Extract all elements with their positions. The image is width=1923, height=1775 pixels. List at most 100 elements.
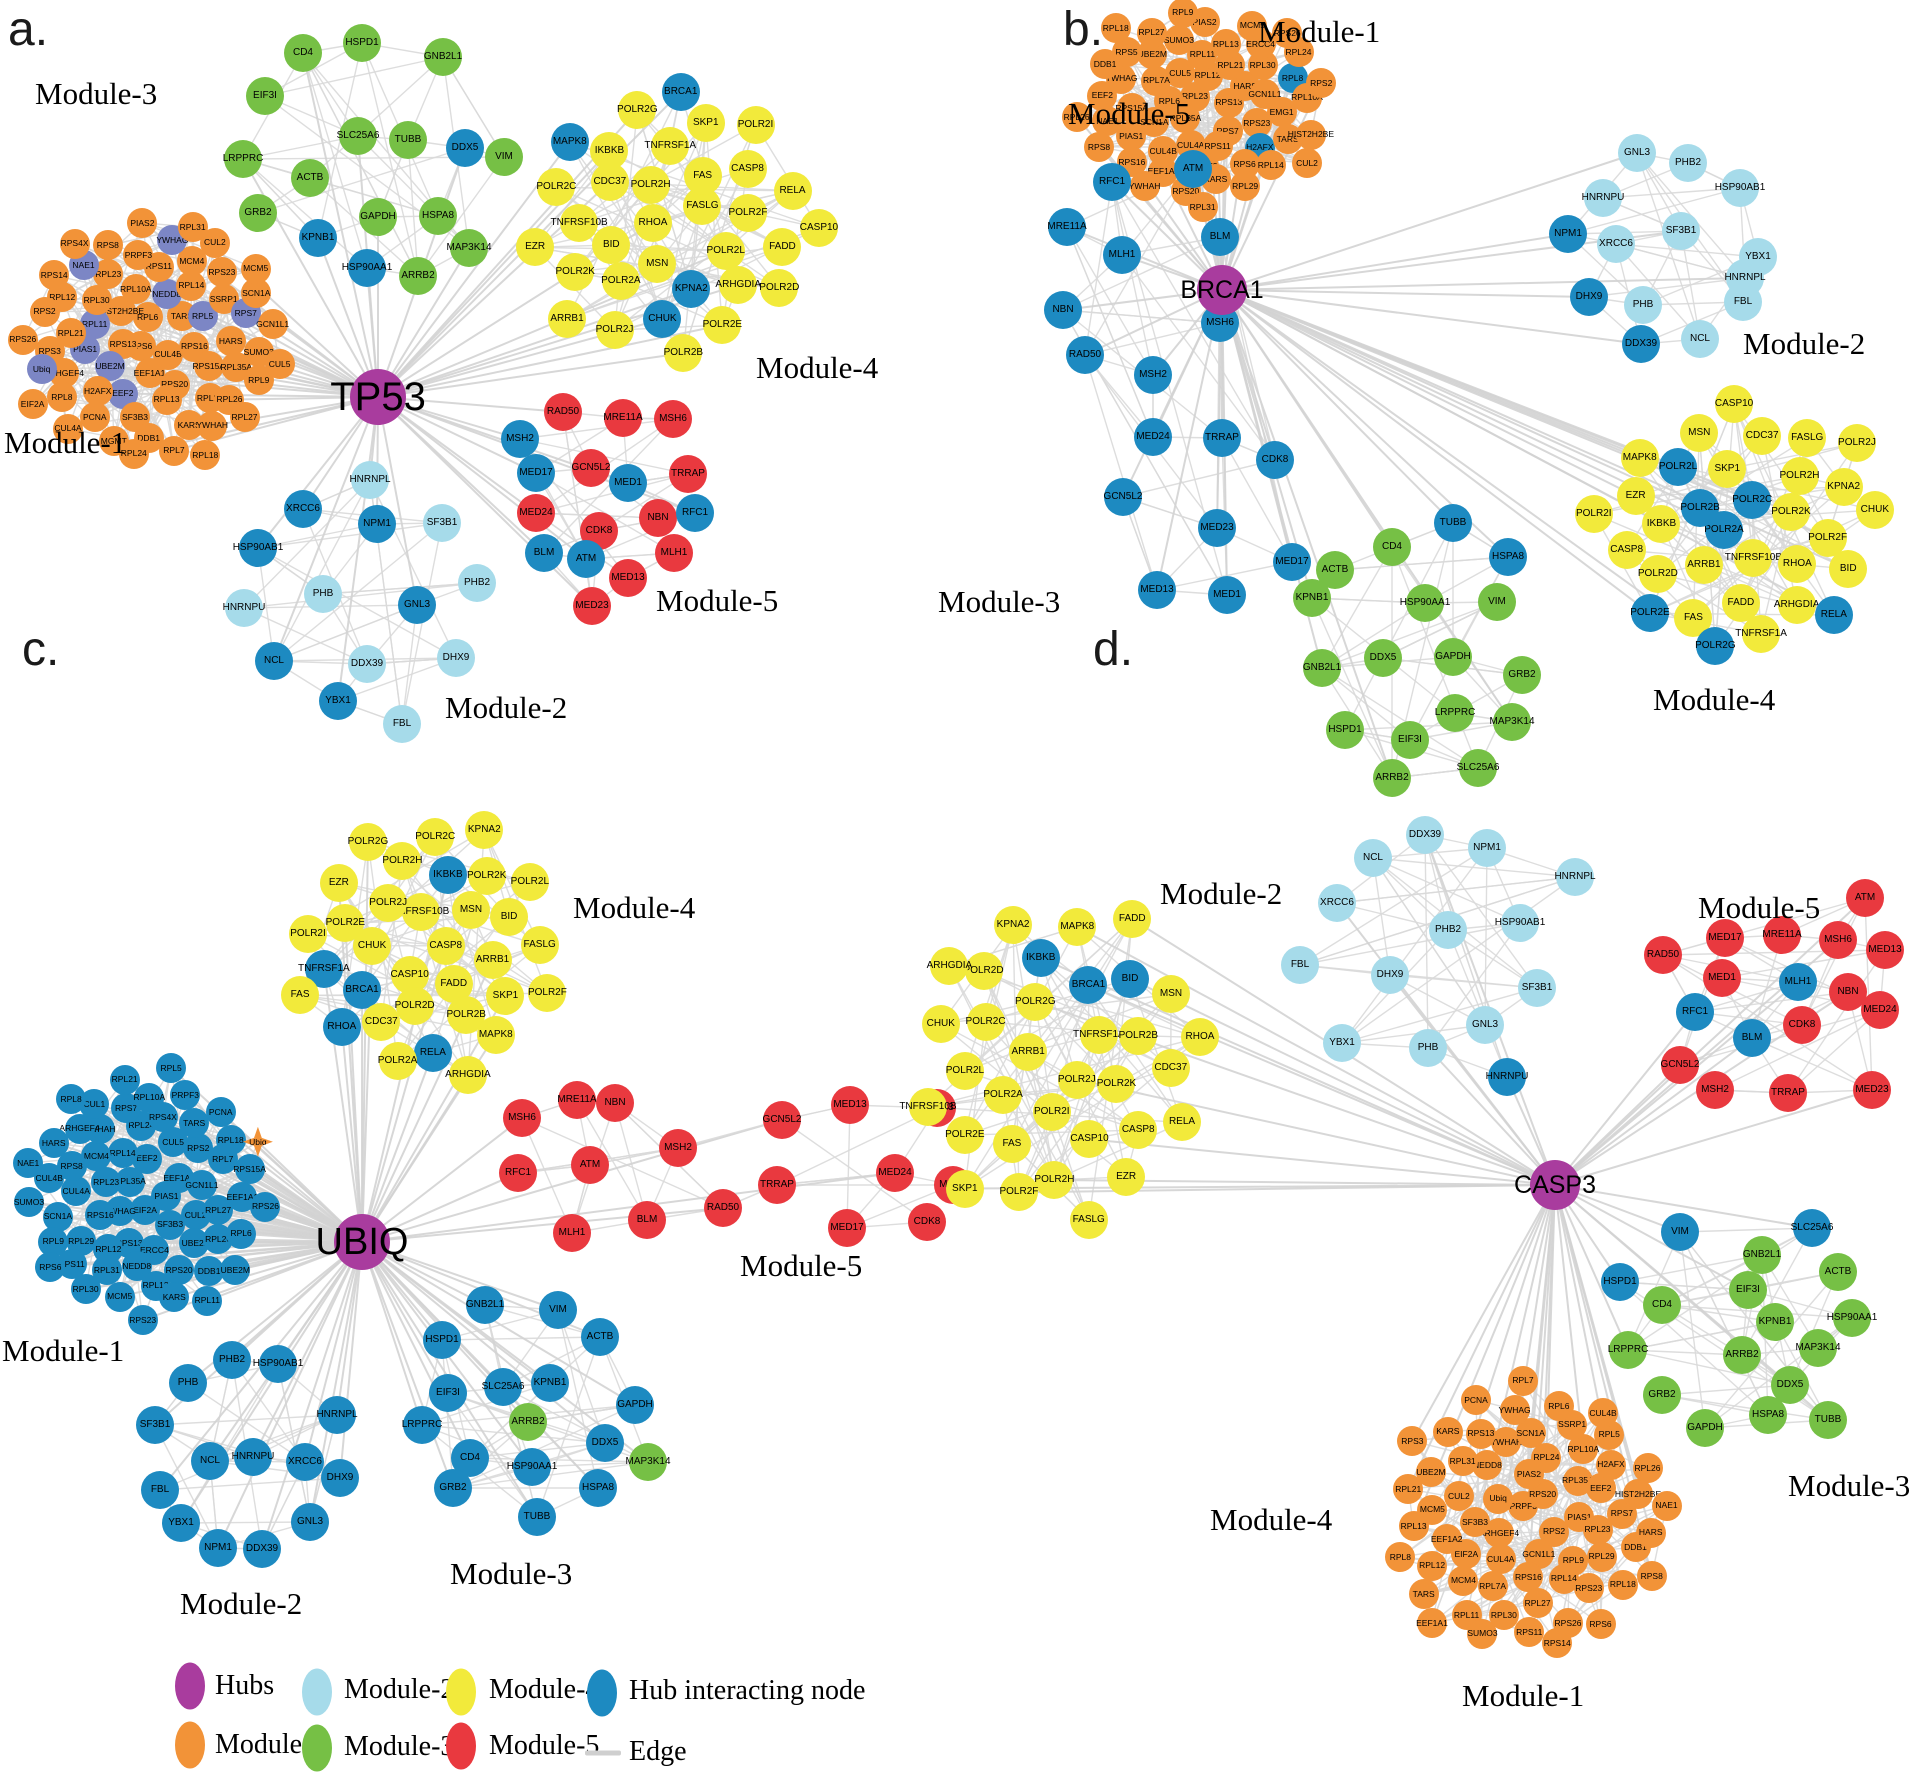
node-rps26[interactable]: RPS26 [250, 1191, 281, 1222]
node-phb[interactable]: PHB [304, 575, 342, 613]
node-msh6[interactable]: MSH6 [503, 1099, 541, 1137]
node-msn[interactable]: MSN [1680, 413, 1719, 452]
node-rps8[interactable]: RPS8 [1636, 1561, 1667, 1592]
node-rad50[interactable]: RAD50 [544, 393, 582, 431]
node-gapdh[interactable]: GAPDH [1686, 1409, 1724, 1447]
node-actb[interactable]: ACTB [581, 1318, 619, 1356]
node-cul2[interactable]: CUL2 [1443, 1480, 1474, 1511]
node-polr2c[interactable]: POLR2C [415, 817, 455, 856]
node-gnl3[interactable]: GNL3 [291, 1503, 329, 1541]
node-npm1[interactable]: NPM1 [1549, 215, 1587, 253]
node-polr2g[interactable]: POLR2G [348, 823, 388, 862]
node-fbl[interactable]: FBL [383, 705, 421, 743]
node-hsp90ab1[interactable]: HSP90AB1 [253, 1345, 303, 1383]
hub-node-brca1[interactable]: BRCA1 [1180, 265, 1264, 315]
node-phb2[interactable]: PHB2 [1429, 911, 1467, 949]
node-brca1[interactable]: BRCA1 [1069, 966, 1108, 1005]
node-brca1[interactable]: BRCA1 [661, 72, 700, 111]
node-arrb2[interactable]: ARRB2 [1373, 759, 1411, 797]
node-cdc37[interactable]: CDC37 [1743, 416, 1782, 455]
node-hnrnpu[interactable]: HNRNPU [223, 589, 265, 627]
node-msh2[interactable]: MSH2 [659, 1129, 697, 1167]
node-faslg[interactable]: FASLG [1069, 1200, 1108, 1239]
node-hnrnpl[interactable]: HNRNPL [1554, 858, 1596, 896]
node-gapdh[interactable]: GAPDH [1434, 638, 1472, 676]
node-rps13[interactable]: RPS13 [1465, 1418, 1496, 1449]
node-map3k14[interactable]: MAP3K14 [1489, 703, 1535, 741]
node-sumo3[interactable]: SUMO3 [1164, 24, 1194, 55]
node-ikbkb[interactable]: IKBKB [590, 131, 629, 170]
node-kpna2[interactable]: KPNA2 [465, 811, 504, 850]
node-rpl23[interactable]: RPL23 [91, 1167, 122, 1198]
node-polr2a[interactable]: POLR2A [378, 1042, 417, 1081]
node-polr2e[interactable]: POLR2E [945, 1116, 985, 1155]
node-polr2k[interactable]: POLR2K [1771, 493, 1811, 532]
node-arrb2[interactable]: ARRB2 [399, 257, 437, 295]
node-faslg[interactable]: FASLG [520, 926, 559, 965]
node-skp1[interactable]: SKP1 [486, 976, 525, 1015]
node-med13[interactable]: MED13 [831, 1086, 869, 1124]
node-mlh1[interactable]: MLH1 [1779, 963, 1817, 1001]
node-rpl24[interactable]: RPL24 [1531, 1442, 1562, 1473]
node-rpl13[interactable]: RPL13 [1210, 28, 1241, 59]
node-polr2l[interactable]: POLR2L [1659, 447, 1697, 486]
node-polr2j[interactable]: POLR2J [369, 884, 408, 923]
node-hspd1[interactable]: HSPD1 [423, 1321, 461, 1359]
node-rpl21[interactable]: RPL21 [109, 1064, 140, 1095]
node-ncl[interactable]: NCL [191, 1442, 229, 1480]
node-mre11a[interactable]: MRE11A [603, 399, 643, 437]
node-rps11[interactable]: RPS11 [1514, 1616, 1545, 1647]
node-bid[interactable]: BID [490, 898, 529, 937]
node-hspa8[interactable]: HSPA8 [419, 197, 457, 235]
node-med1[interactable]: MED1 [609, 464, 647, 502]
node-ddx5[interactable]: DDX5 [446, 129, 484, 167]
node-cul4a[interactable]: CUL4A [1485, 1543, 1516, 1574]
node-kars[interactable]: KARS [1432, 1416, 1463, 1447]
node-trrap[interactable]: TRRAP [669, 455, 707, 493]
node-msh2[interactable]: MSH2 [501, 420, 539, 458]
node-arrb2[interactable]: ARRB2 [1723, 1336, 1761, 1374]
node-kpnb1[interactable]: KPNB1 [1293, 579, 1331, 617]
node-rps6[interactable]: RPS6 [35, 1252, 66, 1283]
node-rpl13[interactable]: RPL13 [151, 384, 182, 415]
node-fas[interactable]: FAS [281, 976, 320, 1015]
node-polr2d[interactable]: POLR2D [395, 986, 435, 1025]
node-rad50[interactable]: RAD50 [1066, 336, 1104, 374]
node-polr2d[interactable]: POLR2D [1638, 555, 1678, 594]
node-ywhag[interactable]: YWHAG [1499, 1394, 1531, 1425]
node-arrb1[interactable]: ARRB1 [548, 300, 586, 339]
node-ncl[interactable]: NCL [1354, 839, 1392, 877]
node-vim[interactable]: VIM [1661, 1213, 1699, 1251]
node-fas[interactable]: FAS [683, 156, 722, 195]
node-rad50[interactable]: RAD50 [1644, 936, 1682, 974]
node-polr2c[interactable]: POLR2C [1732, 481, 1772, 520]
node-polr2f[interactable]: POLR2F [729, 194, 767, 233]
node-rpl18[interactable]: RPL18 [215, 1125, 246, 1156]
node-tnfrsf1a[interactable]: TNFRSF1A [1735, 614, 1787, 653]
node-phb2[interactable]: PHB2 [1669, 144, 1707, 182]
node-vim[interactable]: VIM [485, 138, 523, 176]
node-cul2[interactable]: CUL2 [1292, 148, 1323, 179]
node-mcm4[interactable]: MCM4 [1448, 1565, 1479, 1596]
node-ddx39[interactable]: DDX39 [1622, 325, 1660, 363]
node-arrb1[interactable]: ARRB1 [1684, 545, 1723, 584]
node-rpl18[interactable]: RPL18 [1100, 13, 1131, 44]
node-casp10[interactable]: CASP10 [800, 208, 838, 247]
node-polr2l[interactable]: POLR2L [707, 231, 745, 270]
node-vim[interactable]: VIM [539, 1291, 577, 1329]
node-rfc1[interactable]: RFC1 [1676, 993, 1714, 1031]
node-atm[interactable]: ATM [567, 540, 605, 578]
node-polr2j[interactable]: POLR2J [1837, 424, 1876, 463]
node-hspa8[interactable]: HSPA8 [579, 1469, 617, 1507]
node-casp8[interactable]: CASP8 [1119, 1111, 1158, 1150]
node-nae1[interactable]: NAE1 [1651, 1490, 1682, 1521]
node-cd4[interactable]: CD4 [1643, 1286, 1681, 1324]
node-bid[interactable]: BID [1829, 549, 1868, 588]
node-gcn5l2[interactable]: GCN5L2 [763, 1101, 801, 1139]
node-polr2l[interactable]: POLR2L [946, 1052, 984, 1091]
node-eif3i[interactable]: EIF3I [1729, 1271, 1767, 1309]
node-mre11a[interactable]: MRE11A [557, 1081, 597, 1119]
node-mapk8[interactable]: MAPK8 [476, 1015, 515, 1054]
node-slc25a6[interactable]: SLC25A6 [482, 1368, 524, 1406]
node-gnb2l1[interactable]: GNB2L1 [1303, 649, 1341, 687]
